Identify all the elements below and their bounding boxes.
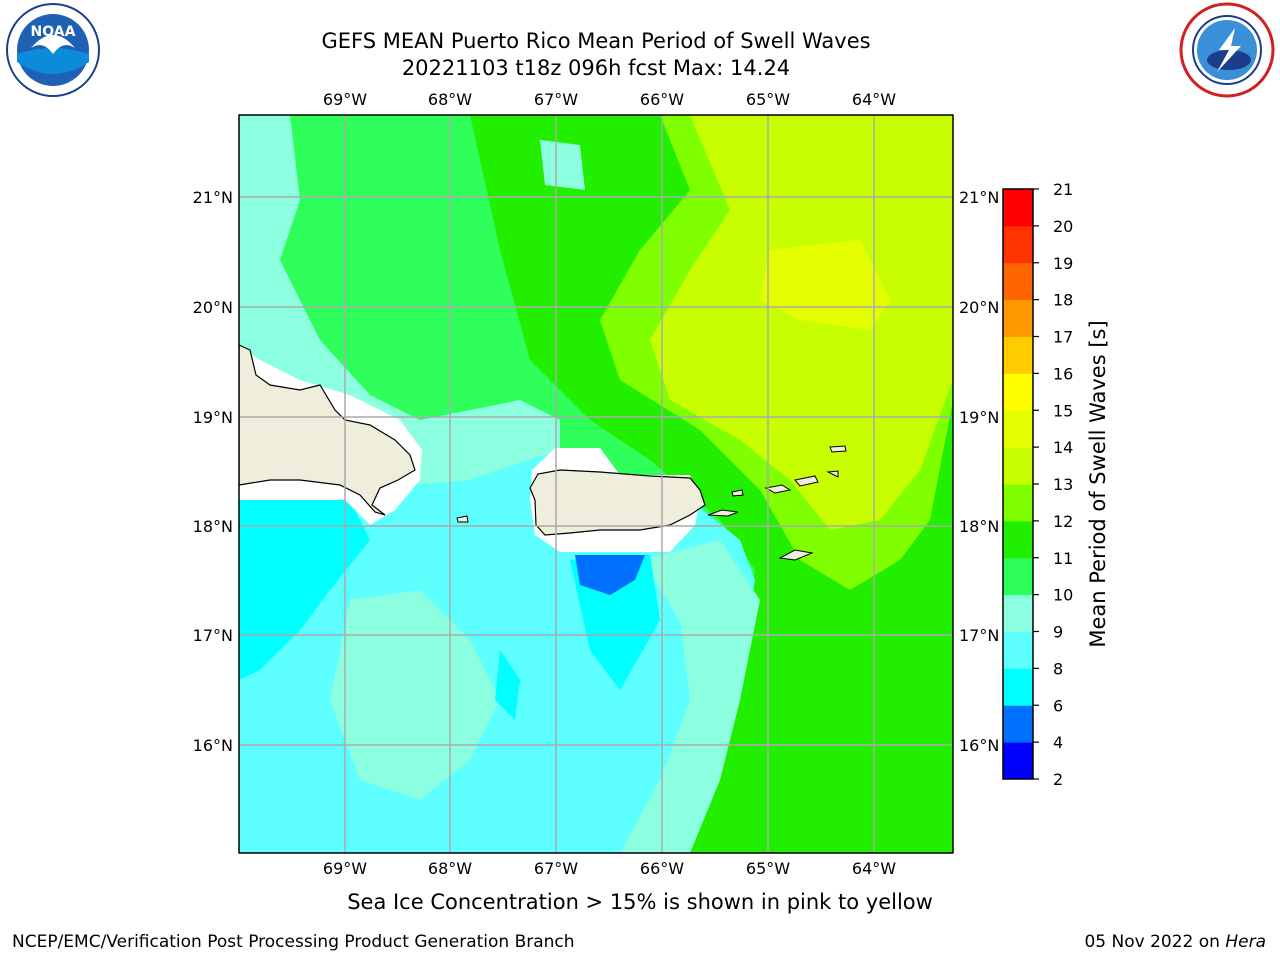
colorbar-cell <box>1003 484 1033 522</box>
lat-label-right: 21°N <box>959 188 999 207</box>
colorbar-tick-label: 6 <box>1053 696 1063 715</box>
lat-label-left: 20°N <box>193 298 233 317</box>
colorbar-cell <box>1003 557 1033 596</box>
lat-label-left: 18°N <box>193 517 233 536</box>
noaa-logo: NOAA <box>6 3 100 97</box>
lat-label-right: 17°N <box>959 626 999 645</box>
colorbar-cell <box>1003 668 1033 706</box>
graticule <box>239 115 953 853</box>
colorbar-cell <box>1003 594 1033 632</box>
lon-label-bottom: 68°W <box>428 859 472 878</box>
colorbar-cell <box>1003 631 1033 669</box>
lon-label-top: 66°W <box>640 90 684 109</box>
lon-label-bottom: 69°W <box>323 859 367 878</box>
colorbar-cell <box>1003 410 1033 448</box>
chart-title-line1: GEFS MEAN Puerto Rico Mean Period of Swe… <box>321 29 871 53</box>
lat-label-right: 16°N <box>959 736 999 755</box>
colorbar-tick-label: 15 <box>1053 401 1073 420</box>
colorbar-tick-label: 8 <box>1053 659 1063 678</box>
colorbar-tick-label: 16 <box>1053 364 1073 383</box>
lon-label-top: 68°W <box>428 90 472 109</box>
colorbar <box>1003 189 1033 780</box>
chart-title-line2: 20221103 t18z 096h fcst Max: 14.24 <box>401 56 791 80</box>
lat-label-left: 21°N <box>193 188 233 207</box>
lon-label-top: 64°W <box>852 90 896 109</box>
colorbar-ticks: 2 4 6 8 9 10 11 12 13 14 15 16 17 18 19 20 21 <box>1033 180 1073 789</box>
colorbar-cell <box>1003 520 1033 559</box>
colorbar-cell <box>1003 336 1033 374</box>
colorbar-cell <box>1003 742 1033 780</box>
lon-label-bottom: 64°W <box>852 859 896 878</box>
colorbar-tick-label: 2 <box>1053 770 1063 789</box>
colorbar-tick-label: 21 <box>1053 180 1073 199</box>
footer-date-text: 05 Nov 2022 on <box>1084 932 1226 952</box>
colorbar-cell <box>1003 262 1033 301</box>
colorbar-label: Mean Period of Swell Waves [s] <box>1086 320 1110 647</box>
sea-ice-footnote: Sea Ice Concentration > 15% is shown in … <box>347 890 933 914</box>
colorbar-cell <box>1003 189 1033 227</box>
colorbar-tick-label: 12 <box>1053 512 1073 531</box>
colorbar-cell <box>1003 373 1033 411</box>
colorbar-tick-label: 4 <box>1053 733 1063 752</box>
lat-label-right: 19°N <box>959 408 999 427</box>
swell-period-field <box>239 115 953 853</box>
colorbar-tick-label: 13 <box>1053 475 1073 494</box>
lon-label-bottom: 67°W <box>534 859 578 878</box>
lon-label-bottom: 66°W <box>640 859 684 878</box>
colorbar-tick-label: 9 <box>1053 623 1063 642</box>
colorbar-tick-label: 10 <box>1053 586 1073 605</box>
colorbar-tick-label: 11 <box>1053 549 1073 568</box>
footer-host: Hera <box>1225 932 1266 952</box>
colorbar-tick-label: 17 <box>1053 328 1073 347</box>
lat-label-right: 20°N <box>959 298 999 317</box>
lat-label-left: 17°N <box>193 626 233 645</box>
noaa-logo-text: NOAA <box>31 24 76 40</box>
lon-label-top: 65°W <box>746 90 790 109</box>
colorbar-tick-label: 14 <box>1053 438 1073 457</box>
nws-logo <box>1179 2 1275 98</box>
colorbar-cell <box>1003 225 1033 264</box>
lon-label-top: 67°W <box>534 90 578 109</box>
colorbar-cell <box>1003 447 1033 485</box>
colorbar-cell <box>1003 705 1033 743</box>
colorbar-cell <box>1003 299 1033 337</box>
lat-label-left: 19°N <box>193 408 233 427</box>
colorbar-tick-label: 19 <box>1053 254 1073 273</box>
lat-label-right: 18°N <box>959 517 999 536</box>
lon-label-bottom: 65°W <box>746 859 790 878</box>
lat-label-left: 16°N <box>193 736 233 755</box>
footer-date: 05 Nov 2022 on Hera <box>1084 932 1266 952</box>
map-frame <box>238 114 954 854</box>
lon-label-top: 69°W <box>323 90 367 109</box>
colorbar-tick-label: 20 <box>1053 217 1073 236</box>
colorbar-tick-label: 18 <box>1053 291 1073 310</box>
footer-credit: NCEP/EMC/Verification Post Processing Pr… <box>12 932 575 952</box>
